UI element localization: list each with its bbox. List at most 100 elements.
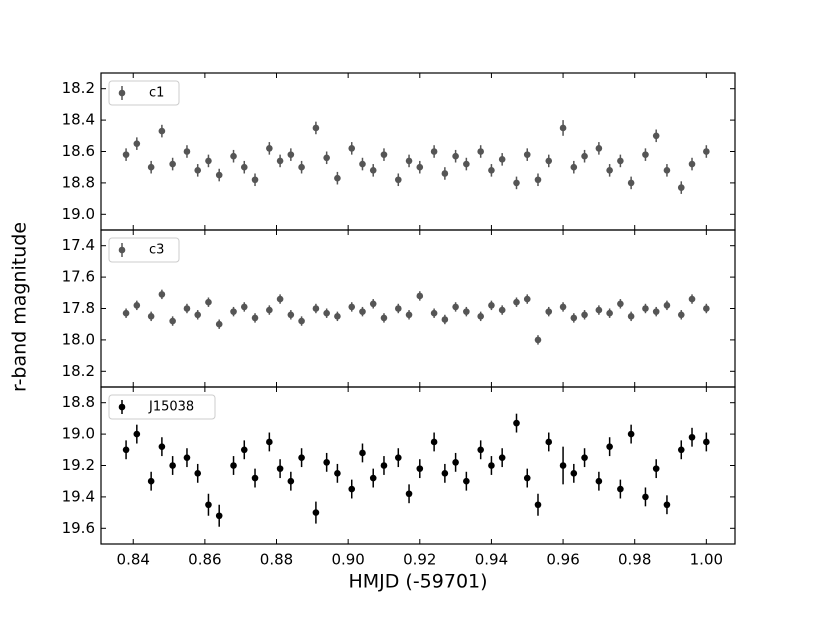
data-point <box>452 152 459 160</box>
data-point <box>251 176 259 184</box>
data-point <box>169 462 176 469</box>
data-point <box>359 449 366 457</box>
y-tick-label: 18.0 <box>62 330 95 348</box>
data-point <box>513 298 520 306</box>
x-tick-label: 0.92 <box>403 551 436 569</box>
data-point <box>405 490 413 498</box>
data-point <box>677 446 685 454</box>
data-point <box>570 163 578 171</box>
data-point <box>312 124 320 132</box>
data-point <box>394 176 402 184</box>
data-point <box>652 308 660 315</box>
data-point <box>595 145 603 152</box>
data-point <box>627 430 635 438</box>
data-point <box>430 148 438 155</box>
data-point <box>595 306 603 314</box>
data-point <box>298 163 305 171</box>
data-point <box>230 462 237 469</box>
data-point <box>405 311 413 319</box>
data-point <box>276 295 284 303</box>
y-tick-label: 19.0 <box>62 205 95 223</box>
data-point <box>595 477 603 485</box>
data-point <box>394 305 402 312</box>
legend-box <box>108 237 180 263</box>
data-point <box>380 151 388 158</box>
data-point <box>215 320 223 328</box>
data-point <box>570 470 578 477</box>
data-point <box>677 184 685 191</box>
data-point <box>617 157 624 165</box>
data-point <box>652 465 660 472</box>
data-point <box>416 465 424 472</box>
data-point <box>452 459 459 466</box>
data-point <box>298 317 305 325</box>
data-point <box>545 308 553 315</box>
data-point <box>477 446 484 454</box>
data-point <box>194 470 202 477</box>
data-point <box>394 454 402 461</box>
data-point <box>581 311 588 319</box>
legend-marker <box>118 403 126 411</box>
data-point <box>287 151 295 158</box>
data-point <box>534 176 542 184</box>
data-point <box>677 311 685 319</box>
data-point <box>380 462 388 469</box>
data-point <box>627 179 635 187</box>
data-point <box>534 501 542 509</box>
data-point <box>194 311 202 319</box>
plot-frame <box>100 72 736 231</box>
data-point <box>369 300 377 308</box>
data-point <box>642 151 649 158</box>
data-point <box>441 316 449 323</box>
data-point <box>703 438 710 446</box>
data-point <box>627 313 635 320</box>
data-point <box>477 313 484 320</box>
data-point <box>348 303 356 311</box>
plot-frame <box>100 229 736 388</box>
data-point <box>312 509 320 516</box>
data-point <box>205 501 212 509</box>
data-point <box>405 157 413 165</box>
x-tick-label: 0.90 <box>331 551 364 569</box>
data-point <box>251 474 259 482</box>
data-point <box>488 462 495 469</box>
data-point <box>147 163 155 171</box>
y-axis-label: r-band magnitude <box>9 222 31 392</box>
legend-label: J15038 <box>148 400 194 415</box>
data-point <box>441 170 449 177</box>
data-point <box>276 465 284 472</box>
data-point <box>688 295 696 303</box>
data-point <box>452 303 459 311</box>
data-point <box>570 314 578 322</box>
data-point <box>183 148 191 155</box>
data-point <box>334 313 341 320</box>
data-point <box>642 493 649 501</box>
y-tick-label: 17.8 <box>62 299 95 317</box>
data-point <box>276 157 284 165</box>
y-tick-label: 17.6 <box>62 268 95 286</box>
data-point <box>169 160 176 168</box>
data-point <box>359 308 366 315</box>
data-point <box>559 124 567 132</box>
data-point <box>703 305 710 312</box>
data-point <box>215 512 223 520</box>
y-tick-label: 18.2 <box>62 79 95 97</box>
data-point <box>158 291 166 298</box>
data-point <box>617 485 624 493</box>
data-point <box>606 309 613 317</box>
data-point <box>122 151 130 158</box>
data-point <box>498 306 506 314</box>
data-point <box>287 311 295 319</box>
data-point <box>323 459 330 466</box>
data-point <box>169 317 176 325</box>
data-point <box>523 474 531 482</box>
data-point <box>369 167 377 174</box>
data-point <box>240 446 248 454</box>
data-point <box>498 454 506 461</box>
data-point <box>133 302 141 309</box>
data-point <box>266 438 273 446</box>
data-point <box>498 156 506 163</box>
data-point <box>194 167 202 174</box>
x-tick-label: 0.86 <box>188 551 221 569</box>
